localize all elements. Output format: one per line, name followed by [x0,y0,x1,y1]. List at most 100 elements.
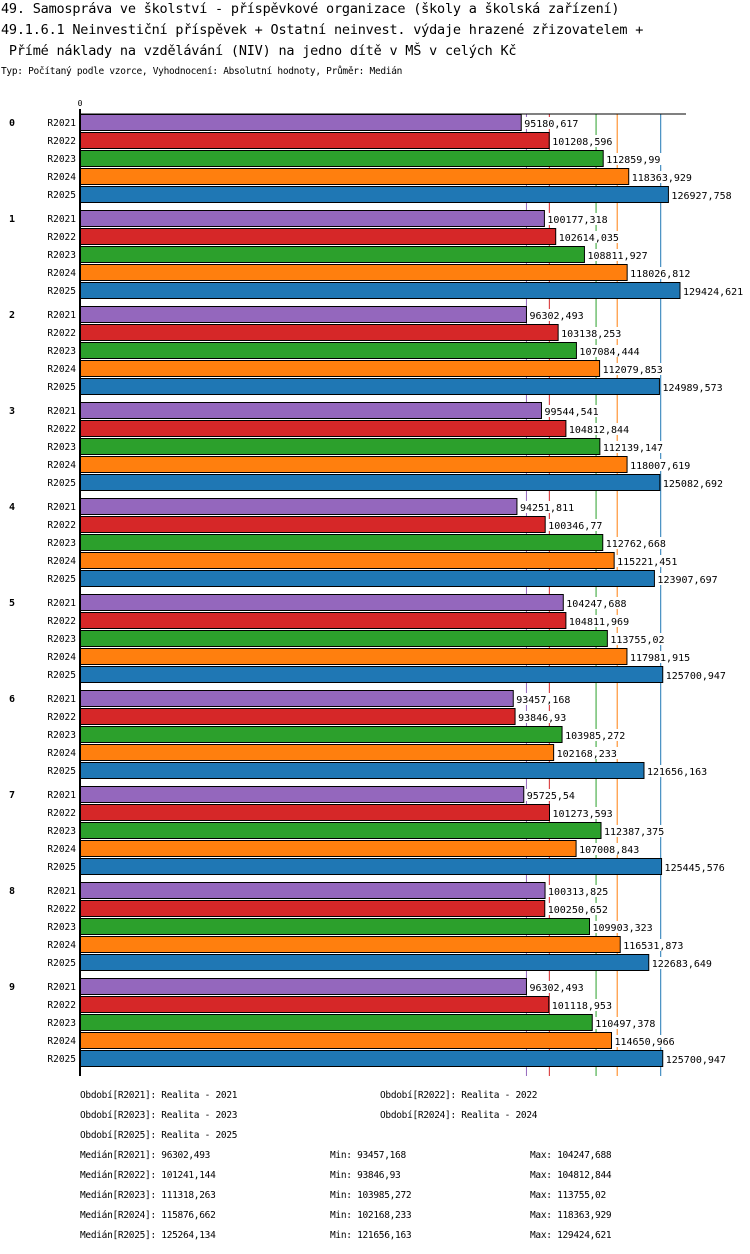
data-label-background [605,153,663,165]
bar [79,402,542,419]
data-label-background [547,885,611,897]
data-label: 115221,451 [617,557,677,568]
series-label: R2022 [47,520,76,531]
series-label: R2022 [47,328,76,339]
data-label: 112859,99 [606,155,660,166]
bar [79,996,550,1013]
data-label-background [664,669,728,681]
data-label: 117981,915 [630,653,690,664]
bar [79,342,577,359]
data-label: 129424,621 [683,287,743,298]
chart-title-line-1: 49. Samospráva ve školství - příspěvkové… [1,1,620,17]
group-label: 9 [9,982,15,993]
data-label: 93846,93 [518,713,566,724]
bar [79,570,655,587]
stat-max-r2023: Max: 113755,02 [530,1190,606,1201]
series-label: R2025 [47,766,76,777]
series-label: R2024 [47,556,76,567]
data-label-background [528,309,586,321]
bar [79,132,550,149]
series-label: R2022 [47,1000,76,1011]
data-label: 112762,668 [606,539,666,550]
bar [79,150,604,167]
data-label-background [622,939,686,951]
series-label: R2021 [47,502,76,513]
group-label: 3 [9,406,15,417]
series-label: R2021 [47,598,76,609]
stat-median-r2024: Medián[R2024]: 115876,662 [80,1210,216,1221]
legend-period-r2022: Období[R2022]: Realita - 2022 [380,1090,538,1101]
bar [79,690,514,707]
bar [79,840,577,857]
stat-min-r2025: Min: 121656,163 [330,1230,412,1241]
data-label-background [591,921,655,933]
data-label: 102168,233 [557,749,617,760]
data-label-background [546,903,610,915]
data-label: 93457,168 [516,695,570,706]
data-label-background [661,381,725,393]
data-label: 113755,02 [610,635,664,646]
series-label: R2021 [47,310,76,321]
data-label-background [555,747,619,759]
series-label: R2021 [47,694,76,705]
series-label: R2022 [47,424,76,435]
bar [79,744,555,761]
bar [79,114,522,131]
data-label-background [523,117,581,129]
bar [79,726,563,743]
data-label-background [629,267,693,279]
bar [79,534,604,551]
data-label-background [594,1017,658,1029]
series-label: R2024 [47,268,76,279]
bar [79,978,527,995]
series-label: R2023 [47,346,76,357]
bar [79,708,516,725]
data-label: 109903,323 [593,923,653,934]
data-label-background [564,729,628,741]
data-label: 101208,596 [552,137,612,148]
data-label-background [518,501,576,513]
series-label: R2025 [47,1054,76,1065]
data-label: 124989,573 [662,383,722,394]
data-label-background [551,135,615,147]
data-label-background [560,327,624,339]
bar [79,1014,593,1031]
data-label: 95180,617 [524,119,578,130]
bar [79,186,669,203]
data-label: 100346,77 [548,521,602,532]
series-label: R2024 [47,940,76,951]
series-label: R2025 [47,478,76,489]
bar [79,552,615,569]
stat-max-r2022: Max: 104812,844 [530,1170,612,1181]
series-label: R2021 [47,790,76,801]
series-label: R2022 [47,232,76,243]
data-label-background [567,615,631,627]
data-label-background [656,573,720,585]
group-label: 6 [9,694,15,705]
bar [79,360,601,377]
stat-max-r2024: Max: 118363,929 [530,1210,612,1221]
data-label: 112079,853 [603,365,663,376]
data-label: 108811,927 [587,251,647,262]
data-label-background [517,711,568,723]
x-tick-label: 0 [78,99,83,108]
data-label-background [629,459,693,471]
data-label: 100250,652 [548,905,608,916]
series-label: R2023 [47,922,76,933]
chart-title-line-3: Přímé náklady na vzdělávání (NIV) na jed… [1,43,517,59]
data-label-background [670,189,734,201]
data-label: 103138,253 [561,329,621,340]
series-label: R2021 [47,406,76,417]
data-label: 116531,873 [623,941,683,952]
data-label-background [528,981,586,993]
series-label: R2021 [47,118,76,129]
series-label: R2025 [47,190,76,201]
data-label-background [616,555,680,567]
bar [79,420,567,437]
stat-min-r2022: Min: 93846,93 [330,1170,401,1181]
data-label-background [603,825,667,837]
data-label: 122683,649 [652,959,712,970]
data-label-background [586,249,650,261]
bar [79,438,601,455]
